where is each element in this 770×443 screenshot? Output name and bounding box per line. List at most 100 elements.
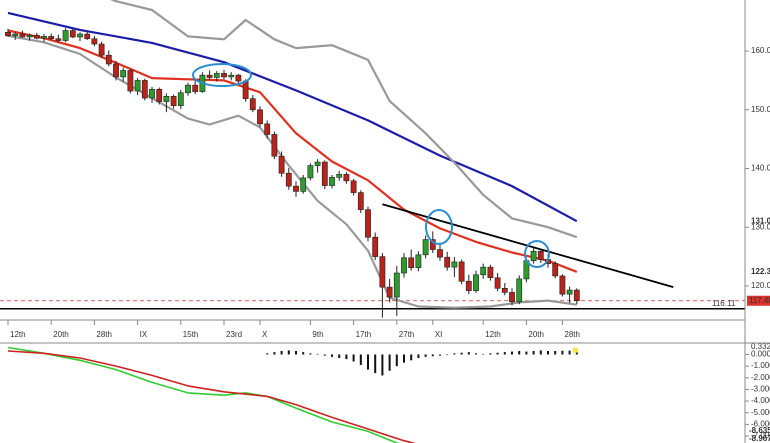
candle-body [206,74,213,78]
candle-body [293,185,299,192]
x-tick-label: 20th [53,330,69,339]
candle-body [156,88,163,102]
candle-body [271,134,278,157]
candle-body [278,155,285,174]
highlight-ellipse [524,240,550,268]
candle-body [559,275,566,295]
candle-body [444,256,451,268]
x-tick-label: 15th [183,330,199,339]
candle-body [5,31,11,37]
y-tick-label: 150.00 [751,105,770,114]
candle-body [33,34,40,39]
candle-body [372,236,379,257]
candle-body [329,177,335,186]
candle-body [120,70,127,78]
candle-body [451,261,458,268]
candle-body [573,289,580,302]
candle-body [257,109,263,125]
candle-body [516,278,523,303]
x-tick-label: 28th [564,330,580,339]
y-tick-label: -1.000 [751,361,770,370]
candle-body [177,92,184,106]
candle-body [422,239,429,256]
y-tick-label: -6.000 [751,419,770,428]
support-label: 116.11 [712,299,736,308]
candle-body [379,256,386,288]
candle-body [321,161,328,186]
candle-body [134,80,141,92]
candle-body [264,123,271,135]
moving-average [7,29,578,273]
candle-body [537,251,544,260]
candle-body [249,98,256,111]
candle-body [41,36,47,39]
candle-body [487,266,494,279]
candle-body [192,84,199,92]
x-tick-label: 12th [485,330,501,339]
value-tag: -8.967 [749,434,770,443]
x-tick-label: 27th [399,330,415,339]
y-tick-label: 140.00 [751,164,770,173]
indicator-line [7,346,401,443]
candle-body [19,33,26,38]
value-tag: -8.635 [749,426,770,435]
candle-body [365,209,371,238]
candle-body [48,36,55,40]
candle-body [473,274,479,291]
candle-body [437,249,443,258]
candle-body [98,43,105,56]
candle-body [242,80,249,99]
value-tag: 122.39 [751,267,770,276]
y-tick-label: -5.000 [751,408,770,417]
candle-body [141,80,148,99]
candle-body [26,34,33,38]
x-tick-label: 17th [356,330,372,339]
candle-body [91,38,98,45]
y-tick-label: 0.000 [751,350,770,359]
candle-body [235,74,242,82]
candle-body [84,33,91,40]
candle-body [465,280,472,291]
highlight-ellipse [192,63,252,87]
y-tick-label: -3.000 [751,385,770,394]
x-tick-label: X [262,330,268,339]
candle-body [429,239,436,250]
candle-body [300,177,307,192]
x-tick-label: XI [435,330,443,339]
value-tag: 0.332 [751,342,770,351]
candle-body [170,95,177,106]
candle-body [69,30,76,38]
candle-body [185,84,191,94]
candle-body [314,161,321,166]
candle-body [480,266,487,276]
value-tag: 131.02 [751,216,770,225]
candle-body [393,272,400,298]
candle-body [127,70,134,92]
candle-body [221,73,227,78]
moving-average [7,11,578,223]
y-tick-label: 160.00 [751,46,770,55]
candle-body [105,54,112,65]
y-tick-label: -2.000 [751,373,770,382]
moving-average [110,0,578,239]
axes: 120.00 130.00 140.00 150.00 160.00 12th 20th 28… [7,46,770,443]
price-panel [0,0,745,318]
candle-body [386,286,393,298]
candle-body [343,174,350,182]
macd-panel [7,346,578,443]
candle-body [458,261,465,282]
y-tick-label: 120.00 [751,281,770,290]
x-tick-label: IX [140,330,148,339]
x-tick-label: 23rd [226,330,242,339]
candle-body [55,38,62,41]
candle-body [350,180,357,193]
candle-body [494,277,501,289]
candle-body [566,289,573,295]
candle-body [285,172,292,187]
candle-body [12,33,19,37]
price-tag: 117.48 [749,296,770,305]
candle-body [552,263,559,277]
candle-body [213,73,220,78]
candle-body [113,63,119,78]
